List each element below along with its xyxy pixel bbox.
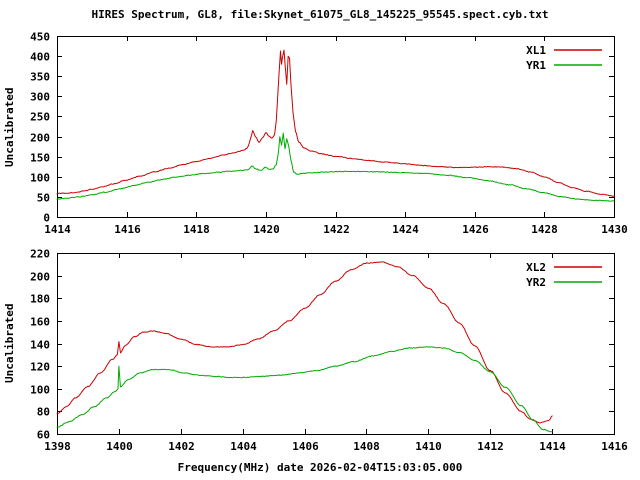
y-tick-label: 450 — [30, 31, 50, 44]
y-tick-label: 100 — [30, 172, 50, 185]
x-tick-label: 1398 — [44, 440, 71, 453]
y-tick-label: 200 — [30, 132, 50, 145]
y-tick-label: 120 — [30, 361, 50, 374]
x-tick-label: 1412 — [477, 440, 504, 453]
legend-label-XL2: XL2 — [526, 261, 546, 274]
y-tick-label: 80 — [37, 406, 50, 419]
y-tick-label: 220 — [30, 248, 50, 261]
x-tick-label: 1400 — [106, 440, 133, 453]
x-tick-label: 1428 — [531, 223, 558, 236]
y-tick-label: 150 — [30, 152, 50, 165]
x-tick-label: 1408 — [353, 440, 380, 453]
x-tick-label: 1404 — [230, 440, 257, 453]
y-tick-label: 180 — [30, 293, 50, 306]
x-tick-label: 1414 — [44, 223, 71, 236]
x-tick-label: 1406 — [292, 440, 319, 453]
series-YR1 — [56, 132, 615, 202]
y-tick-label: 50 — [37, 192, 50, 205]
top-panel: 1414 1416 1418 1420 1422 1424 1426 1428 1430 0 50 1… — [30, 31, 628, 237]
x-tick-label: 1402 — [168, 440, 195, 453]
x-tick-label: 1422 — [323, 223, 350, 236]
x-tick-label: 1430 — [601, 223, 628, 236]
y-tick-label: 60 — [37, 429, 50, 442]
y-tick-label: 100 — [30, 384, 50, 397]
page-title: HIRES Spectrum, GL8, file:Skynet_61075_G… — [91, 8, 549, 21]
x-tick-label: 1426 — [462, 223, 489, 236]
y-tick-label: 400 — [30, 51, 50, 64]
x-tick-label: 1416 — [601, 440, 628, 453]
series-XL2 — [56, 261, 553, 424]
y-tick-label: 160 — [30, 316, 50, 329]
x-tick-label: 1414 — [539, 440, 566, 453]
x-tick-label: 1420 — [253, 223, 280, 236]
series-XL1 — [56, 49, 615, 197]
y-tick-label: 140 — [30, 339, 50, 352]
x-tick-label: 1416 — [114, 223, 141, 236]
x-tick-label: 1410 — [415, 440, 442, 453]
y-tick-label: 350 — [30, 71, 50, 84]
x-tick-label: 1418 — [183, 223, 210, 236]
y-tick-label: 200 — [30, 271, 50, 284]
x-axis-caption: Frequency(MHz) date 2026-02-04T15:03:05.… — [177, 461, 463, 474]
series-YR2 — [56, 346, 553, 433]
legend-label-YR2: YR2 — [526, 276, 546, 289]
legend-label-XL1: XL1 — [526, 44, 546, 57]
y-tick-label: 300 — [30, 91, 50, 104]
y-tick-label: 250 — [30, 111, 50, 124]
legend-label-YR1: YR1 — [526, 59, 546, 72]
y-tick-label: 0 — [43, 212, 50, 225]
x-tick-label: 1424 — [392, 223, 419, 236]
bottom-panel: 1398 1400 1402 1404 1406 1408 1410 1412 1414 1416… — [30, 248, 628, 454]
